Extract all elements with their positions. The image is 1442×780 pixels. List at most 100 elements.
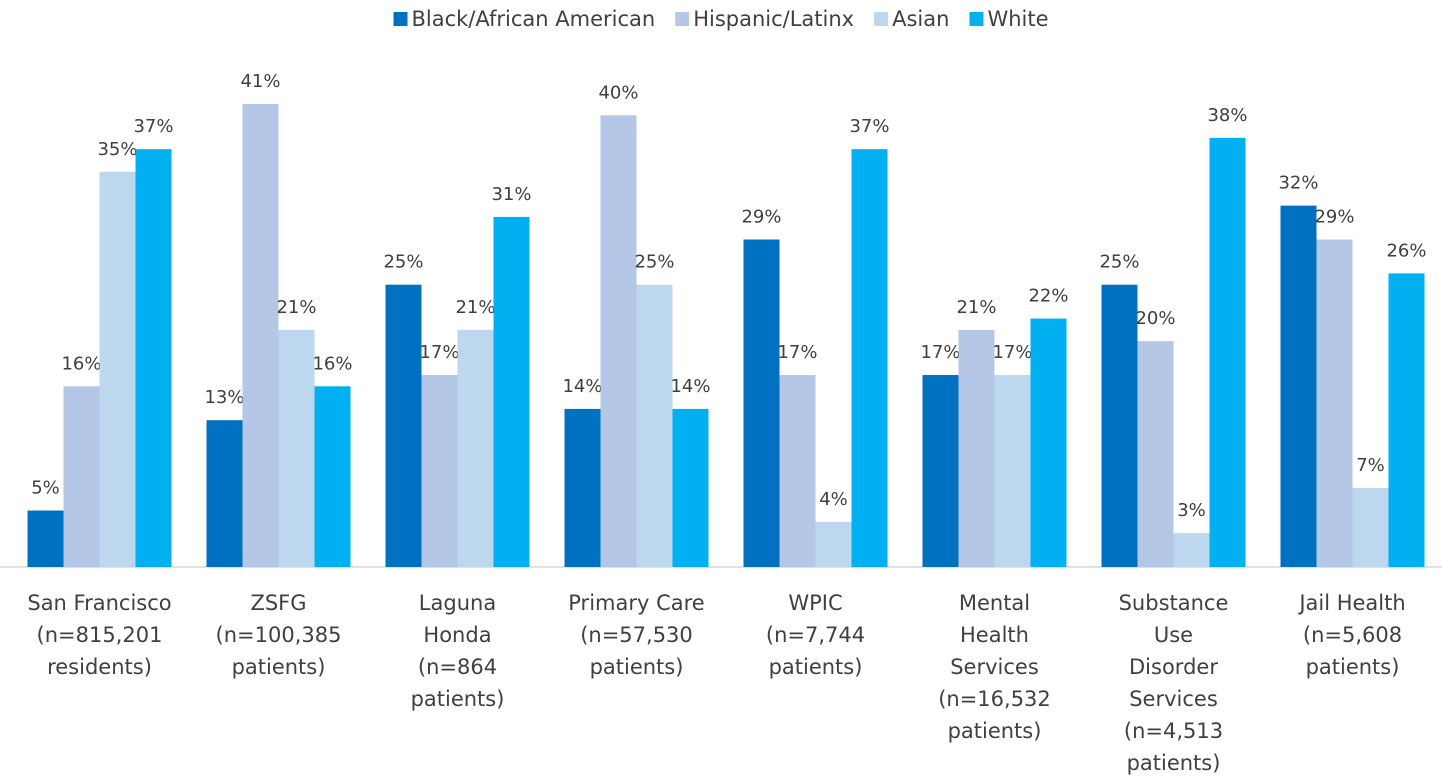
value-label: 38% bbox=[1207, 105, 1247, 126]
value-label: 14% bbox=[562, 376, 602, 397]
x-tick-label: ZSFG bbox=[250, 591, 306, 615]
value-label: 41% bbox=[240, 71, 280, 92]
bar bbox=[922, 375, 959, 567]
bar bbox=[27, 510, 64, 567]
bar bbox=[958, 329, 995, 567]
value-label: 25% bbox=[634, 252, 674, 273]
x-tick-label: (n=4,513 bbox=[1124, 719, 1223, 743]
x-tick-label: Primary Care bbox=[568, 591, 704, 615]
value-label: 17% bbox=[419, 342, 459, 363]
x-tick-label: (n=5,608 bbox=[1303, 623, 1402, 647]
bar bbox=[421, 375, 458, 567]
x-tick-label: patients) bbox=[769, 655, 863, 679]
x-tick-label: residents) bbox=[47, 655, 152, 679]
value-label: 25% bbox=[383, 252, 423, 273]
x-tick-label: Services bbox=[1129, 687, 1218, 711]
x-tick-label: Substance bbox=[1119, 591, 1229, 615]
x-tick-label: San Francisco bbox=[27, 591, 171, 615]
x-tick-label: Mental bbox=[959, 591, 1030, 615]
value-label: 4% bbox=[819, 489, 848, 510]
legend-swatch bbox=[969, 12, 984, 26]
value-label: 14% bbox=[670, 376, 710, 397]
value-label: 25% bbox=[1099, 252, 1139, 273]
x-tick-label: (n=57,530 bbox=[580, 623, 693, 647]
legend-swatch bbox=[874, 12, 889, 26]
value-label: 21% bbox=[956, 297, 996, 318]
x-tick-label: Health bbox=[960, 623, 1029, 647]
bar bbox=[1030, 318, 1067, 567]
value-label: 32% bbox=[1278, 173, 1318, 194]
x-tick-label: Use bbox=[1154, 623, 1193, 647]
value-label: 16% bbox=[61, 353, 101, 374]
value-label: 17% bbox=[992, 342, 1032, 363]
x-tick-label: Services bbox=[950, 655, 1039, 679]
bar bbox=[493, 216, 530, 568]
bar bbox=[994, 375, 1031, 567]
bar bbox=[1388, 273, 1425, 567]
value-label: 7% bbox=[1356, 455, 1385, 476]
value-label: 16% bbox=[312, 353, 352, 374]
x-tick-label: Disorder bbox=[1129, 655, 1218, 679]
value-label: 5% bbox=[31, 478, 60, 499]
bar bbox=[1101, 284, 1138, 567]
x-tick-label: patients) bbox=[1306, 655, 1400, 679]
bar bbox=[1280, 205, 1317, 567]
x-tick-label: patients) bbox=[411, 687, 505, 711]
legend-label: White bbox=[987, 7, 1048, 31]
bar bbox=[99, 171, 136, 567]
x-tick-label: (n=864 bbox=[418, 655, 497, 679]
value-label: 26% bbox=[1386, 240, 1426, 261]
value-label: 21% bbox=[276, 297, 316, 318]
bar bbox=[636, 284, 673, 567]
bar bbox=[743, 239, 780, 567]
bar bbox=[1352, 487, 1389, 567]
value-label: 29% bbox=[1314, 207, 1354, 228]
bar bbox=[135, 149, 172, 568]
x-tick-label: Honda bbox=[423, 623, 491, 647]
bar bbox=[851, 149, 888, 568]
bar bbox=[457, 329, 494, 567]
bar bbox=[672, 408, 709, 567]
bar bbox=[1173, 533, 1210, 567]
x-tick-label: WPIC bbox=[788, 591, 842, 615]
legend-swatch bbox=[675, 12, 690, 26]
value-label: 29% bbox=[741, 207, 781, 228]
legend-label: Asian bbox=[892, 7, 949, 31]
x-tick-label: patients) bbox=[1127, 751, 1221, 775]
legend-swatch bbox=[393, 12, 408, 26]
x-tick-label: (n=16,532 bbox=[938, 687, 1051, 711]
bar bbox=[385, 284, 422, 567]
value-label: 22% bbox=[1028, 286, 1068, 307]
bar bbox=[242, 104, 279, 567]
x-tick-label: (n=815,201 bbox=[37, 623, 163, 647]
bar bbox=[278, 329, 315, 567]
x-tick-label: patients) bbox=[232, 655, 326, 679]
value-label: 35% bbox=[97, 139, 137, 160]
value-label: 37% bbox=[133, 116, 173, 137]
value-label: 17% bbox=[777, 342, 817, 363]
value-label: 13% bbox=[204, 387, 244, 408]
value-label: 20% bbox=[1135, 308, 1175, 329]
x-tick-label: patients) bbox=[948, 719, 1042, 743]
bar bbox=[314, 386, 351, 567]
value-label: 37% bbox=[849, 116, 889, 137]
value-label: 40% bbox=[598, 82, 638, 103]
x-tick-label: (n=100,385 bbox=[216, 623, 342, 647]
value-label: 21% bbox=[455, 297, 495, 318]
value-label: 31% bbox=[491, 184, 531, 205]
x-tick-label: Jail Health bbox=[1297, 591, 1405, 615]
x-tick-label: (n=7,744 bbox=[766, 623, 865, 647]
bar bbox=[779, 375, 816, 567]
bar bbox=[600, 115, 637, 567]
bar bbox=[1137, 341, 1174, 567]
legend-label: Black/African American bbox=[411, 7, 655, 31]
value-label: 17% bbox=[920, 342, 960, 363]
bar bbox=[1316, 239, 1353, 567]
bar bbox=[815, 521, 852, 567]
bar bbox=[1209, 137, 1246, 567]
legend-label: Hispanic/Latinx bbox=[693, 7, 854, 31]
x-tick-label: patients) bbox=[590, 655, 684, 679]
bar bbox=[564, 408, 601, 567]
